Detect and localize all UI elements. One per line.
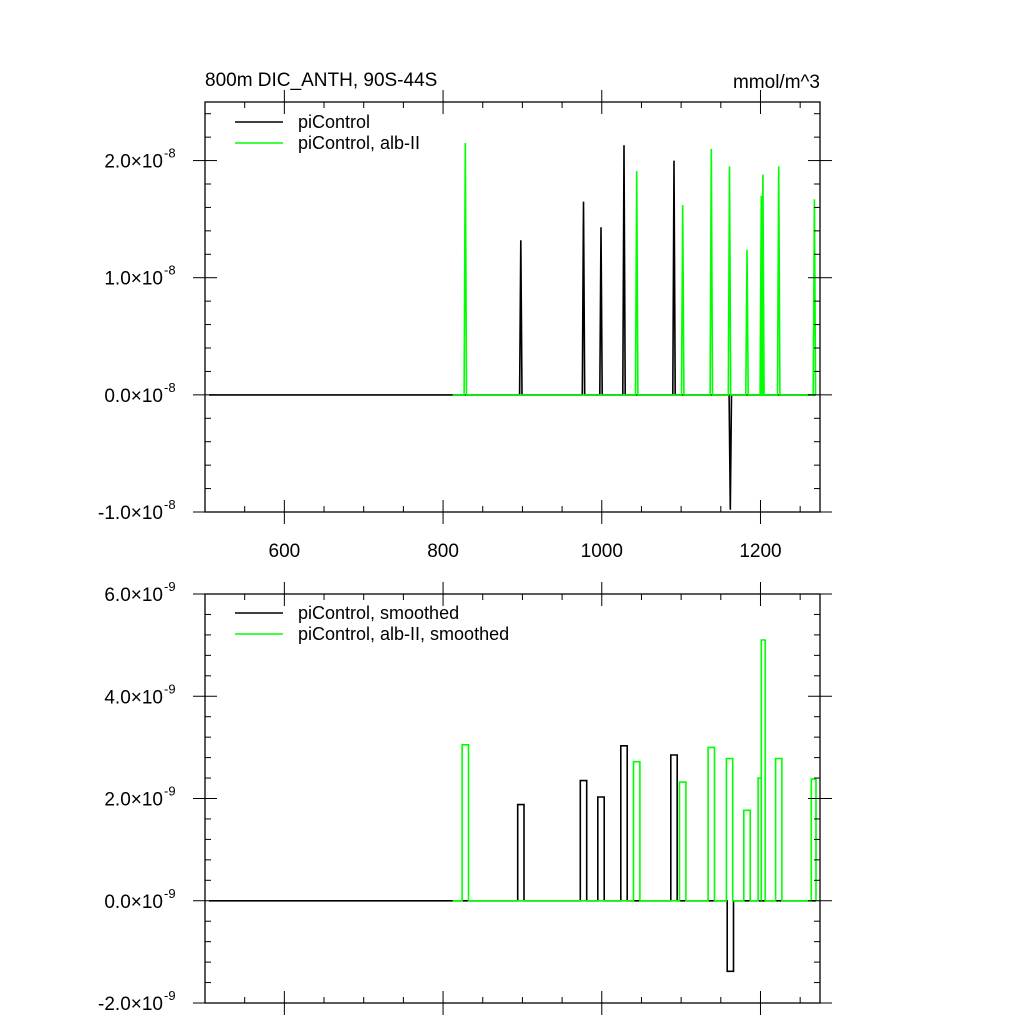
y-tick-exponent: -9 <box>164 886 176 901</box>
y-tick-exponent: -8 <box>164 263 176 278</box>
x-tick-label: 1000 <box>581 541 623 562</box>
y-tick-label: -2.0×10 <box>98 994 163 1015</box>
top-axes: 600 800 1000 1200-1.0×10 -80.0×10 -81.0×10 -82… <box>98 90 832 562</box>
panel-top: 800m DIC_ANTH, 90S-44S mmol/m^3 600 800 10… <box>98 70 832 562</box>
series-line-0 <box>209 745 816 973</box>
y-tick-exponent: -8 <box>164 146 176 161</box>
y-tick-label: 0.0×10 <box>104 892 163 913</box>
x-tick-label: 800 <box>427 541 459 562</box>
x-tick-label: 1200 <box>739 541 781 562</box>
y-tick-exponent: -8 <box>164 497 176 512</box>
y-tick-exponent: -9 <box>164 681 176 696</box>
bottom-series-layer <box>209 639 817 973</box>
plot-frame <box>204 101 821 513</box>
y-tick-exponent: -8 <box>164 380 176 395</box>
units-label: mmol/m^3 <box>733 72 820 93</box>
y-tick-exponent: -9 <box>164 988 176 1003</box>
bottom-axes: -2.0×10 -90.0×10 -92.0×10 -94.0×10 -96.0×10-… <box>98 579 832 1015</box>
y-tick-label: 0.0×10 <box>104 386 163 407</box>
y-tick-label: 2.0×10 <box>104 790 163 811</box>
y-tick-label: 2.0×10 <box>104 152 163 173</box>
series-line-1 <box>452 639 817 902</box>
y-tick-exponent: -9 <box>164 579 176 594</box>
top-series-layer <box>209 142 817 510</box>
series-line-0 <box>209 145 816 510</box>
series-line-1 <box>452 142 817 396</box>
panel-bottom: -2.0×10 -90.0×10 -92.0×10 -94.0×10 -96.0×10-… <box>98 579 832 1015</box>
y-tick-label: 1.0×10 <box>104 269 163 290</box>
y-tick-label: -1.0×10 <box>98 503 163 524</box>
y-tick-exponent: -9 <box>164 784 176 799</box>
y-tick-label: 6.0×10 <box>104 585 163 606</box>
y-tick-label: 4.0×10 <box>104 687 163 708</box>
legend-label: piControl, alb-II <box>298 133 420 153</box>
chart-title: 800m DIC_ANTH, 90S-44S <box>205 70 437 91</box>
x-tick-label: 600 <box>269 541 301 562</box>
legend-label: piControl, alb-II, smoothed <box>298 624 509 644</box>
legend-label: piControl <box>298 112 370 132</box>
legend-label: piControl, smoothed <box>298 603 459 623</box>
